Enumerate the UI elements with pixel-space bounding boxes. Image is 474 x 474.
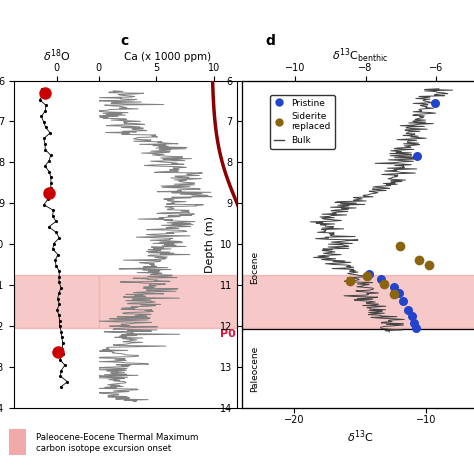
Bar xyxy=(99,275,237,328)
Text: P0: P0 xyxy=(220,329,236,339)
X-axis label: $\delta^{18}$O: $\delta^{18}$O xyxy=(43,47,71,64)
Y-axis label: Depth (m): Depth (m) xyxy=(205,216,216,273)
Text: P1: P1 xyxy=(252,164,268,173)
X-axis label: $\delta^{13}$C$_{\mathregular{benthic}}$: $\delta^{13}$C$_{\mathregular{benthic}}$ xyxy=(332,47,388,65)
FancyBboxPatch shape xyxy=(9,429,26,455)
Bar xyxy=(14,275,99,328)
X-axis label: $\delta^{13}$C: $\delta^{13}$C xyxy=(347,428,374,445)
Text: Eocene: Eocene xyxy=(250,250,259,283)
X-axis label: Ca (x 1000 ppm): Ca (x 1000 ppm) xyxy=(124,52,211,62)
Bar xyxy=(242,275,474,328)
Text: Paleocene: Paleocene xyxy=(250,345,259,392)
Text: Paleocene-Eocene Thermal Maximum
carbon isotope excursion onset: Paleocene-Eocene Thermal Maximum carbon … xyxy=(36,434,198,453)
Legend: Pristine, Siderite
replaced, Bulk: Pristine, Siderite replaced, Bulk xyxy=(270,95,335,148)
Text: c: c xyxy=(120,34,128,48)
Text: d: d xyxy=(265,34,275,48)
